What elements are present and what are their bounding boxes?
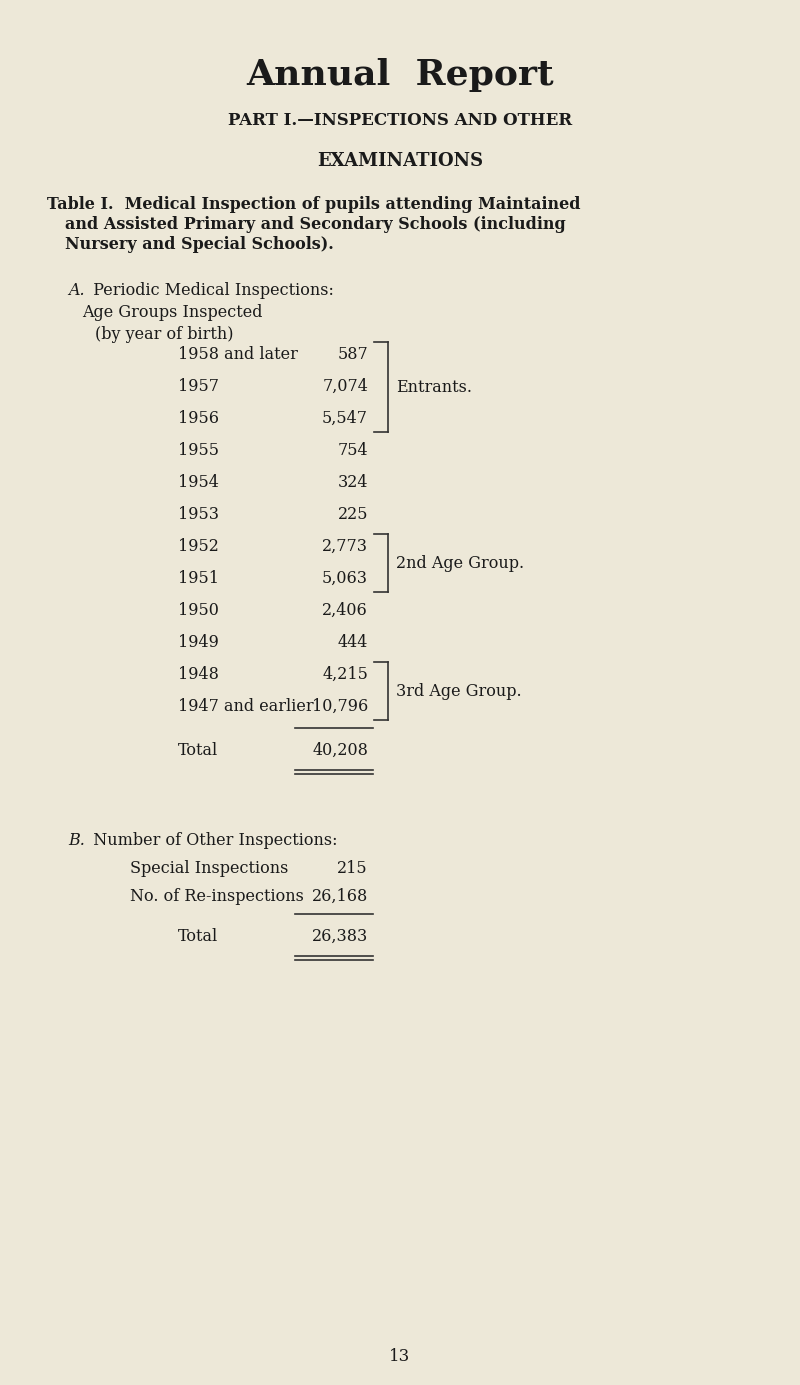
Text: Number of Other Inspections:: Number of Other Inspections: [83, 832, 338, 849]
Text: 26,383: 26,383 [312, 928, 368, 945]
Text: 2nd Age Group.: 2nd Age Group. [396, 554, 524, 572]
Text: 1957: 1957 [178, 378, 219, 395]
Text: 13: 13 [390, 1348, 410, 1366]
Text: (by year of birth): (by year of birth) [95, 325, 234, 343]
Text: 1954: 1954 [178, 474, 219, 492]
Text: 4,215: 4,215 [322, 666, 368, 683]
Text: Special Inspections: Special Inspections [130, 860, 288, 877]
Text: Entrants.: Entrants. [396, 378, 472, 396]
Text: Table I.  Medical Inspection of pupils attending Maintained: Table I. Medical Inspection of pupils at… [47, 197, 581, 213]
Text: 1953: 1953 [178, 506, 219, 524]
Text: 1951: 1951 [178, 571, 219, 587]
Text: A.: A. [68, 283, 85, 299]
Text: PART I.—INSPECTIONS AND OTHER: PART I.—INSPECTIONS AND OTHER [228, 112, 572, 129]
Text: Periodic Medical Inspections:: Periodic Medical Inspections: [83, 283, 334, 299]
Text: 10,796: 10,796 [312, 698, 368, 715]
Text: Age Groups Inspected: Age Groups Inspected [82, 303, 262, 321]
Text: 324: 324 [338, 474, 368, 492]
Text: 754: 754 [338, 442, 368, 458]
Text: EXAMINATIONS: EXAMINATIONS [317, 152, 483, 170]
Text: 225: 225 [338, 506, 368, 524]
Text: 1956: 1956 [178, 410, 219, 427]
Text: 7,074: 7,074 [322, 378, 368, 395]
Text: 2,406: 2,406 [322, 602, 368, 619]
Text: 5,547: 5,547 [322, 410, 368, 427]
Text: 3rd Age Group.: 3rd Age Group. [396, 683, 522, 699]
Text: 26,168: 26,168 [312, 888, 368, 904]
Text: 1952: 1952 [178, 537, 219, 555]
Text: No. of Re-inspections: No. of Re-inspections [130, 888, 304, 904]
Text: Annual  Report: Annual Report [246, 58, 554, 91]
Text: 215: 215 [338, 860, 368, 877]
Text: 1948: 1948 [178, 666, 219, 683]
Text: Nursery and Special Schools).: Nursery and Special Schools). [65, 235, 334, 253]
Text: B.: B. [68, 832, 85, 849]
Text: 1958 and later: 1958 and later [178, 346, 298, 363]
Text: Total: Total [178, 928, 218, 945]
Text: 2,773: 2,773 [322, 537, 368, 555]
Text: Total: Total [178, 742, 218, 759]
Text: and Assisted Primary and Secondary Schools (including: and Assisted Primary and Secondary Schoo… [65, 216, 566, 233]
Text: 587: 587 [338, 346, 368, 363]
Text: 5,063: 5,063 [322, 571, 368, 587]
Text: 1950: 1950 [178, 602, 219, 619]
Text: 1949: 1949 [178, 634, 219, 651]
Text: 1955: 1955 [178, 442, 219, 458]
Text: 444: 444 [338, 634, 368, 651]
Text: 1947 and earlier: 1947 and earlier [178, 698, 314, 715]
Text: 40,208: 40,208 [312, 742, 368, 759]
